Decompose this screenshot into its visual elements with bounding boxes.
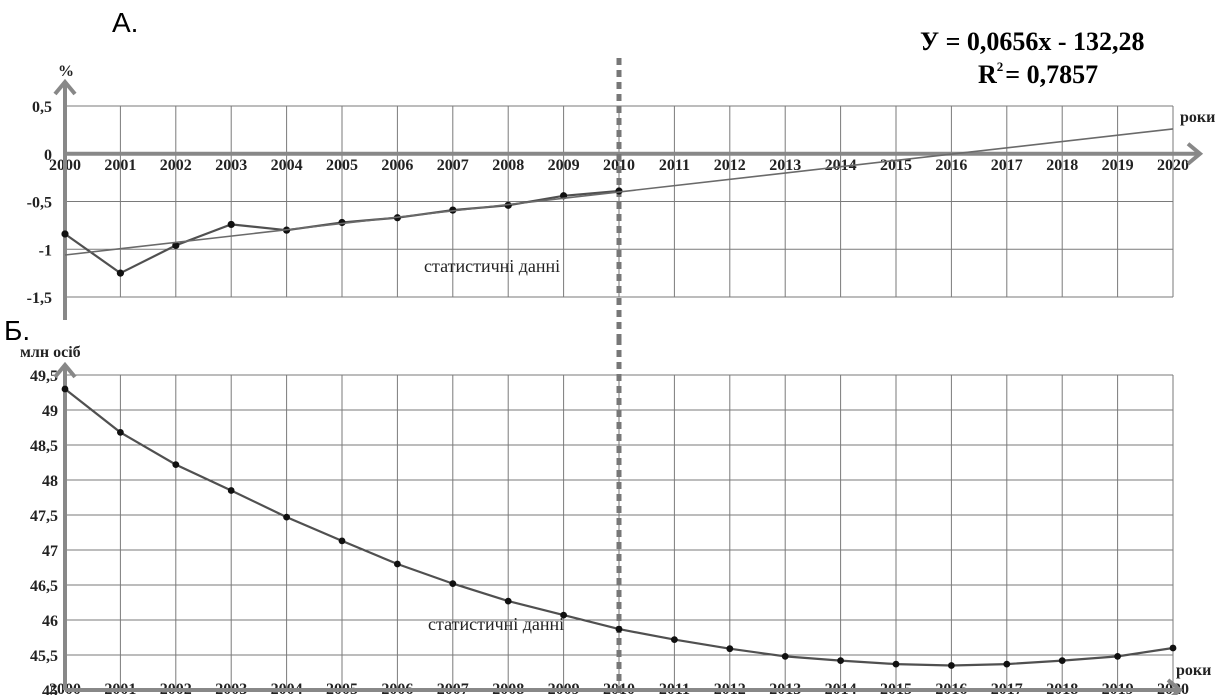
chart-0-xtick-2019: 2019: [1102, 157, 1134, 174]
chart-0-xtick-2010: 2010: [603, 157, 635, 174]
chart-0-x-axis-label: роки: [1180, 109, 1215, 126]
chart-1-ytick-0: 49,5: [30, 368, 58, 385]
r-squared-sup: 2: [997, 59, 1004, 74]
chart-1-point-2011: [671, 636, 678, 643]
r-squared-value: = 0,7857: [1005, 60, 1098, 89]
chart-0-xtick-2011: 2011: [659, 157, 690, 174]
chart-0-divider-label: статистичні данні: [424, 256, 560, 276]
chart-0-trend-line: [64, 128, 1174, 256]
regression-equation: У = 0,0656x - 132,28: [920, 27, 1145, 56]
chart-0-xtick-2017: 2017: [991, 157, 1023, 174]
chart-1-ytick-4: 47,5: [30, 508, 58, 525]
r-squared-prefix: R: [978, 60, 997, 89]
chart-0-point-2002: [172, 241, 180, 250]
chart-1-point-2019: [1114, 653, 1121, 660]
chart-0-xtick-2014: 2014: [825, 157, 857, 174]
chart-0-xtick-2016: 2016: [935, 157, 967, 174]
chart-1-ytick-1: 49: [42, 403, 58, 420]
chart-0-xtick-2002: 2002: [160, 157, 192, 174]
chart-0-x-axis-arrow: [1186, 142, 1204, 166]
chart-1-point-2002: [172, 461, 180, 468]
chart-0-xtick-2008: 2008: [492, 157, 524, 174]
chart-1-ytick-2: 48,5: [30, 438, 58, 455]
chart-1-point-2000: [61, 385, 69, 393]
chart-0-point-2000: [61, 230, 69, 238]
chart-1-point-2006: [394, 560, 401, 568]
chart-0-xtick-2007: 2007: [437, 157, 469, 174]
chart-1-point-2007: [449, 580, 457, 587]
chart-1-point-2012: [726, 645, 734, 653]
chart-1-point-2001: [117, 429, 124, 436]
chart-0-xtick-2004: 2004: [271, 157, 303, 174]
chart-1-point-2014: [837, 657, 844, 664]
chart-0-point-2001: [116, 269, 124, 277]
chart-1-y-axis-arrow: [53, 361, 77, 379]
chart-1-point-2018: [1058, 657, 1066, 664]
chart-1-point-2015: [892, 660, 900, 668]
chart-0-ytick-3: -1: [39, 242, 52, 259]
chart-0-ytick-4: -1,5: [27, 290, 52, 307]
chart-1-point-2008: [504, 597, 512, 605]
chart-1-point-2013: [781, 653, 789, 660]
chart-1-ytick-9: 45: [42, 683, 58, 695]
chart-0-xtick-2013: 2013: [769, 157, 801, 174]
panel-b-label: Б.: [4, 315, 30, 346]
chart-1-point-2004: [283, 513, 290, 521]
chart-0-ytick-2: -0,5: [27, 195, 52, 212]
r-squared: R2= 0,7857: [978, 59, 1098, 89]
chart-1-ytick-3: 48: [42, 473, 58, 490]
panel-a: А. У = 0,0656x - 132,28 R2= 0,7857 20002…: [27, 7, 1215, 338]
chart-1-ytick-7: 46: [42, 613, 58, 630]
chart-1-point-2020: [1169, 644, 1177, 652]
panel-b: Б. 2000200120022003200420052006200720082…: [4, 315, 1211, 695]
chart-1-ytick-8: 45,5: [30, 648, 58, 665]
chart-1-point-2003: [227, 487, 235, 494]
chart-0-xtick-2012: 2012: [714, 157, 746, 174]
chart-0-xtick-2018: 2018: [1046, 157, 1078, 174]
chart-1-x-axis-arrow: [1166, 678, 1184, 695]
panel-a-label: А.: [112, 7, 138, 38]
chart-1-point-2005: [338, 537, 346, 545]
chart-0-y-axis-arrow: [53, 78, 77, 96]
chart-1-point-2009: [560, 611, 567, 619]
chart-0-xtick-2003: 2003: [215, 157, 247, 174]
chart-1-ytick-6: 46,5: [30, 578, 58, 595]
chart-1-y-unit-label: млн осіб: [20, 344, 81, 361]
chart-1-divider-label: статистичні данні: [428, 614, 564, 634]
chart-1-point-2016: [948, 662, 955, 669]
chart-1-point-2017: [1003, 660, 1011, 668]
chart-0-point-2003: [227, 220, 235, 229]
chart-1-x-axis-label: роки: [1176, 662, 1211, 679]
chart-0-xtick-2001: 2001: [104, 157, 136, 174]
chart-0-ytick-1: 0: [44, 147, 52, 164]
chart-0-xtick-2009: 2009: [548, 157, 580, 174]
chart-1-ytick-5: 47: [42, 543, 58, 560]
chart-0-ytick-0: 0,5: [32, 99, 52, 116]
chart-0-y-unit-label: %: [58, 63, 74, 80]
chart-0-xtick-2005: 2005: [326, 157, 358, 174]
chart-0-xtick-2006: 2006: [381, 157, 413, 174]
chart-1-point-2010: [615, 625, 623, 633]
chart-0-xtick-2020: 2020: [1157, 157, 1189, 174]
